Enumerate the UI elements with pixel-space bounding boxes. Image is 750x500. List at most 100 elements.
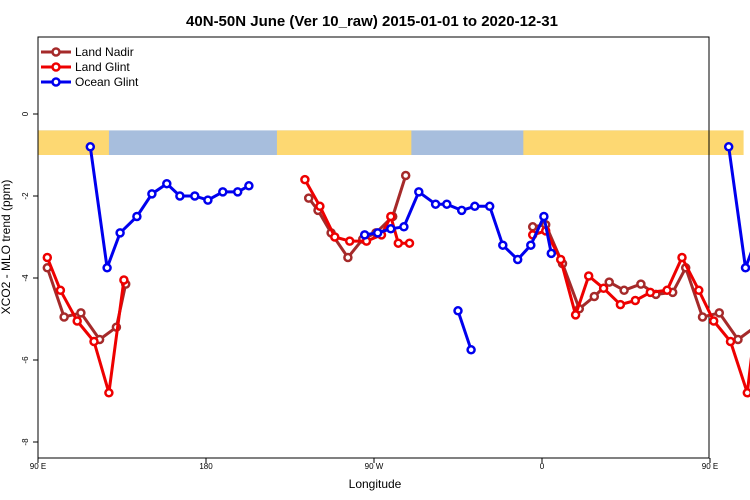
data-point-ocean-glint bbox=[740, 263, 750, 273]
y-axis-label: XCO2 - MLO trend (ppm) bbox=[0, 180, 13, 315]
data-point-ocean-glint bbox=[359, 230, 370, 240]
series-line-ocean-glint bbox=[727, 146, 750, 270]
series-ocean-glint bbox=[85, 142, 557, 273]
data-point-land-nadir bbox=[76, 308, 86, 318]
legend-marker-land-glint bbox=[51, 62, 61, 72]
data-point-ocean-glint bbox=[453, 306, 463, 316]
legend-marker-land-nadir bbox=[51, 47, 61, 57]
data-point-land-glint bbox=[645, 287, 656, 298]
legend-label-land-glint: Land Glint bbox=[75, 60, 130, 74]
data-point-ocean-glint bbox=[175, 191, 185, 201]
legend-label-ocean-glint: Ocean Glint bbox=[75, 75, 139, 89]
chart-title: 40N-50N June (Ver 10_raw) 2015-01-01 to … bbox=[186, 13, 558, 30]
x-tick-label: 90 E bbox=[30, 462, 46, 471]
data-point-ocean-glint bbox=[203, 195, 213, 205]
data-point-land-glint bbox=[344, 236, 355, 246]
series-land-glint bbox=[42, 174, 750, 398]
x-axis: 90 E 180 90 W 0 90 E bbox=[30, 458, 718, 471]
data-point-ocean-glint bbox=[244, 181, 254, 191]
data-point-land-nadir bbox=[604, 277, 614, 287]
data-point-land-nadir bbox=[589, 291, 600, 302]
data-point-land-glint bbox=[742, 388, 750, 398]
data-point-land-glint bbox=[393, 238, 404, 248]
data-point-land-glint bbox=[598, 283, 609, 294]
data-point-land-glint bbox=[119, 275, 129, 285]
data-point-ocean-glint bbox=[456, 205, 467, 216]
data-point-land-glint bbox=[708, 316, 719, 326]
data-point-ocean-glint bbox=[115, 228, 125, 238]
series-layer bbox=[42, 142, 750, 398]
data-point-land-glint bbox=[555, 254, 566, 265]
series-line-ocean-glint bbox=[88, 146, 250, 270]
data-point-land-glint bbox=[386, 211, 396, 222]
map-band-land bbox=[38, 130, 109, 155]
y-tick-label: -4 bbox=[21, 274, 30, 282]
data-point-land-glint bbox=[615, 299, 626, 310]
data-point-land-glint bbox=[300, 174, 310, 185]
data-point-ocean-glint bbox=[399, 222, 409, 232]
plot-frame bbox=[37, 36, 710, 459]
data-point-land-nadir bbox=[400, 170, 411, 181]
data-point-land-nadir bbox=[697, 312, 708, 322]
data-point-land-glint bbox=[570, 310, 581, 320]
data-point-land-nadir bbox=[59, 312, 69, 322]
y-axis: 0 -2 -4 -6 -8 bbox=[21, 111, 38, 446]
legend-label-land-nadir: Land Nadir bbox=[75, 45, 134, 59]
data-point-land-glint bbox=[404, 238, 415, 248]
map-band-land bbox=[276, 130, 412, 155]
data-point-land-nadir bbox=[636, 279, 646, 289]
data-point-ocean-glint bbox=[414, 187, 424, 197]
data-point-land-glint bbox=[630, 295, 641, 306]
data-point-ocean-glint bbox=[218, 187, 228, 197]
data-point-land-glint bbox=[694, 285, 704, 296]
data-point-ocean-glint bbox=[102, 263, 112, 273]
data-point-land-glint bbox=[677, 252, 687, 263]
data-point-ocean-glint bbox=[190, 191, 200, 201]
data-point-land-glint bbox=[104, 388, 114, 398]
data-point-land-glint bbox=[55, 285, 66, 296]
map-band-land bbox=[523, 130, 744, 155]
data-point-ocean-glint bbox=[484, 201, 495, 212]
x-axis-label: Longitude bbox=[349, 477, 402, 491]
series-line-ocean-glint bbox=[456, 310, 473, 351]
series-line-land-glint bbox=[532, 229, 750, 395]
data-point-land-glint bbox=[662, 285, 672, 296]
data-point-land-nadir bbox=[714, 308, 725, 318]
data-point-ocean-glint bbox=[723, 142, 734, 152]
data-point-land-glint bbox=[330, 232, 340, 242]
series-line-land-glint bbox=[45, 256, 126, 395]
legend-marker-ocean-glint bbox=[51, 77, 61, 87]
data-point-ocean-glint bbox=[162, 178, 172, 189]
y-tick-label: -2 bbox=[21, 192, 30, 200]
data-point-land-nadir bbox=[303, 193, 314, 203]
data-point-land-nadir bbox=[527, 222, 538, 232]
x-tick-label: 180 bbox=[199, 462, 213, 471]
data-point-land-glint bbox=[89, 336, 99, 347]
data-point-ocean-glint bbox=[442, 199, 452, 209]
data-point-land-nadir bbox=[733, 334, 743, 345]
data-point-ocean-glint bbox=[386, 224, 396, 234]
data-point-ocean-glint bbox=[539, 211, 549, 222]
data-point-land-glint bbox=[315, 201, 325, 212]
data-point-ocean-glint bbox=[132, 211, 142, 222]
x-tick-label: 0 bbox=[540, 462, 545, 471]
data-point-land-nadir bbox=[619, 285, 629, 296]
data-point-ocean-glint bbox=[470, 201, 480, 212]
data-point-ocean-glint bbox=[546, 248, 557, 259]
data-point-ocean-glint bbox=[512, 254, 523, 265]
data-point-land-glint bbox=[72, 316, 82, 326]
y-tick-label: 0 bbox=[21, 111, 30, 116]
y-tick-label: -8 bbox=[21, 438, 30, 446]
data-point-ocean-glint bbox=[232, 187, 243, 197]
data-point-land-nadir bbox=[343, 252, 353, 263]
data-point-ocean-glint bbox=[372, 228, 383, 238]
x-tick-label: 90 E bbox=[702, 462, 718, 471]
x-tick-label: 90 W bbox=[365, 462, 384, 471]
data-point-ocean-glint bbox=[526, 240, 536, 250]
series-ocean-glint bbox=[453, 142, 750, 355]
data-point-ocean-glint bbox=[498, 240, 508, 250]
data-point-ocean-glint bbox=[85, 142, 96, 152]
data-point-ocean-glint bbox=[466, 345, 476, 355]
